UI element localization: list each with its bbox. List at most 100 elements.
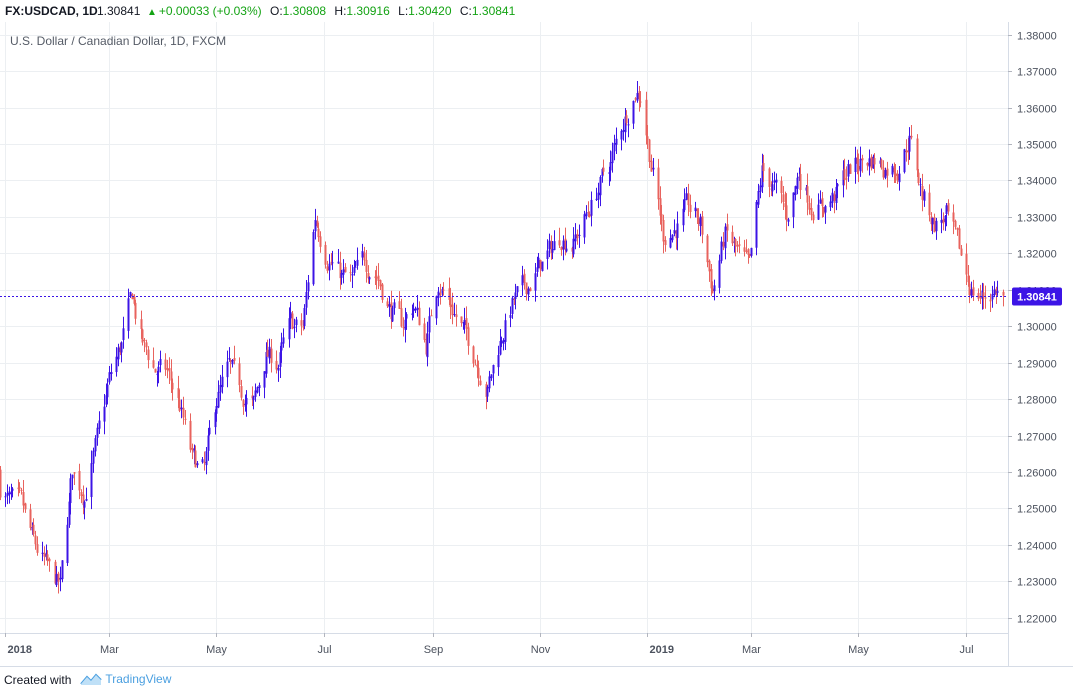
candle-body bbox=[36, 544, 39, 553]
candle-up bbox=[122, 316, 125, 349]
candle-body bbox=[437, 291, 440, 298]
candle-down bbox=[689, 194, 692, 219]
candle-body bbox=[893, 167, 896, 173]
candle-body bbox=[824, 206, 827, 213]
last-price-tag-text: 1.30841 bbox=[1017, 292, 1057, 304]
x-tick-label: May bbox=[206, 644, 227, 656]
candle-up bbox=[405, 312, 408, 330]
candle-body bbox=[574, 234, 577, 242]
candle-down bbox=[29, 503, 32, 531]
candle-up bbox=[280, 332, 283, 363]
candle-up bbox=[761, 153, 764, 193]
candle-up bbox=[337, 248, 340, 264]
candle-body bbox=[564, 238, 567, 250]
candle-body bbox=[129, 292, 132, 297]
candle-up bbox=[685, 187, 688, 201]
candle-down bbox=[402, 317, 405, 337]
candle-body bbox=[266, 349, 269, 357]
candle-down bbox=[967, 264, 970, 287]
last-price: 1.30841 bbox=[97, 4, 141, 18]
price-chart[interactable]: 1.38000 1.37000 1.36000 1.35000 1.34000 1.330… bbox=[0, 22, 1073, 666]
candle-body bbox=[6, 493, 9, 497]
candle-body bbox=[449, 297, 452, 308]
candle-down bbox=[638, 85, 641, 112]
candle-body bbox=[405, 314, 408, 319]
candle-up bbox=[414, 306, 417, 313]
candle-body bbox=[585, 212, 588, 217]
candle-down bbox=[662, 214, 665, 254]
candle-body bbox=[263, 371, 266, 388]
candle-down bbox=[240, 379, 243, 401]
candle-body bbox=[696, 208, 699, 218]
candle-body bbox=[24, 503, 27, 510]
candle-down bbox=[367, 265, 370, 284]
candle-up bbox=[854, 146, 857, 184]
candle-up bbox=[970, 281, 973, 299]
candle-body bbox=[527, 288, 530, 295]
last-price-tag bbox=[1012, 287, 1062, 306]
candle-up bbox=[426, 321, 429, 367]
candle-down bbox=[734, 238, 737, 257]
tradingview-logo-icon bbox=[80, 673, 102, 685]
candle-down bbox=[324, 241, 327, 269]
candle-body bbox=[92, 450, 95, 464]
candle-down bbox=[576, 229, 579, 245]
candle-down bbox=[379, 279, 382, 290]
candle-up bbox=[597, 182, 600, 209]
candle-body bbox=[29, 509, 32, 528]
candle-down bbox=[43, 546, 46, 566]
candle-down bbox=[134, 299, 137, 325]
candle-body bbox=[757, 191, 760, 205]
candle-body bbox=[379, 280, 382, 287]
candle-body bbox=[479, 380, 482, 386]
candle-up bbox=[441, 286, 444, 297]
y-tick-label: 1.25000 bbox=[1017, 504, 1057, 516]
candle-body bbox=[492, 364, 495, 374]
candle-body bbox=[502, 340, 505, 344]
candle-body bbox=[435, 296, 438, 319]
candle-down bbox=[168, 357, 171, 384]
symbol-label[interactable]: FX:USDCAD, 1D bbox=[5, 4, 98, 18]
candle-up bbox=[268, 338, 271, 364]
candle-body bbox=[627, 124, 630, 126]
candle-body bbox=[682, 208, 685, 226]
candle-up bbox=[613, 134, 616, 161]
candle-up bbox=[553, 230, 556, 251]
candle-up bbox=[221, 365, 224, 394]
candle-body bbox=[958, 228, 961, 249]
candle-body bbox=[773, 180, 776, 183]
candle-body bbox=[982, 292, 985, 297]
candle-body bbox=[393, 302, 396, 309]
candle-up bbox=[755, 200, 758, 256]
candle-body bbox=[597, 192, 600, 200]
candle-body bbox=[817, 204, 820, 220]
candle-down bbox=[467, 322, 470, 355]
candle-body bbox=[931, 217, 934, 225]
candle-body bbox=[755, 202, 758, 248]
time-axis[interactable]: 2018 Mar May Jul Sep Nov 2019 Mar May Jul bbox=[5, 633, 974, 656]
candle-body bbox=[245, 397, 248, 405]
candle-up bbox=[931, 217, 934, 235]
candle-down bbox=[80, 489, 83, 504]
candle-body bbox=[539, 259, 542, 270]
candle-down bbox=[381, 283, 384, 303]
candle-body bbox=[919, 184, 922, 186]
created-with-label: Created with bbox=[4, 673, 72, 687]
candle-down bbox=[233, 345, 236, 365]
candle-body bbox=[558, 240, 561, 246]
candle-up bbox=[757, 183, 760, 209]
tradingview-link[interactable]: TradingView bbox=[80, 671, 171, 686]
candle-body bbox=[996, 290, 999, 294]
candle-body bbox=[319, 236, 322, 247]
candle-up bbox=[486, 385, 489, 402]
candle-down bbox=[893, 162, 896, 183]
price-axis[interactable]: 1.38000 1.37000 1.36000 1.35000 1.34000 1.330… bbox=[1008, 31, 1057, 626]
candle-body bbox=[662, 220, 665, 242]
candle-body bbox=[984, 297, 987, 299]
candle-body bbox=[989, 299, 992, 302]
candle-down bbox=[300, 313, 303, 336]
candle-down bbox=[701, 210, 704, 244]
candle-down bbox=[141, 328, 144, 346]
candle-body bbox=[191, 447, 194, 451]
candle-body bbox=[465, 318, 468, 329]
